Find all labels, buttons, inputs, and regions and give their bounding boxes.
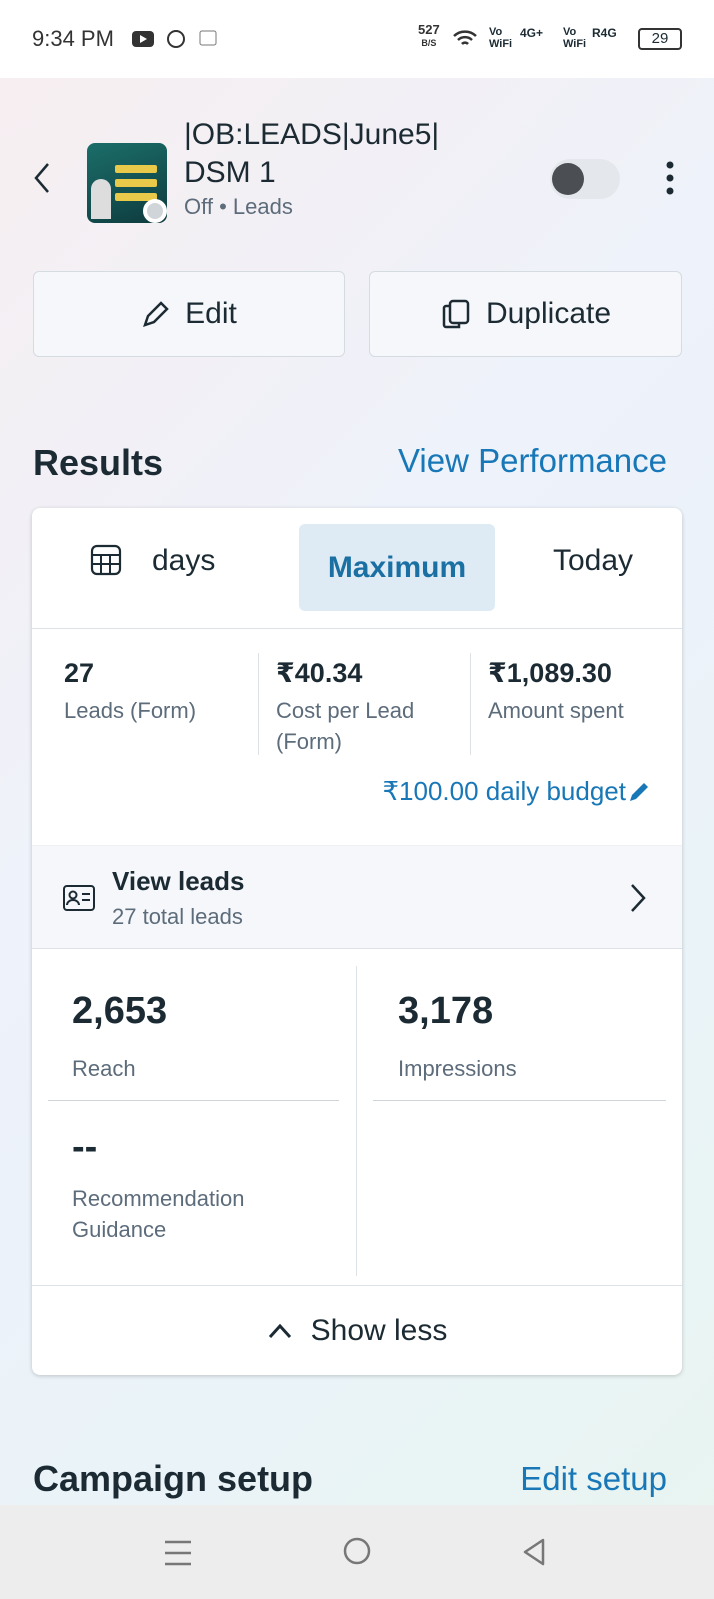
sim1: 4G+ (520, 26, 544, 40)
leads-icon (63, 885, 95, 911)
duplicate-button[interactable]: Duplicate (369, 271, 682, 357)
duplicate-label: Duplicate (485, 297, 612, 330)
metric-label: Cost per Lead (Form) (276, 698, 415, 754)
results-title: Results (33, 442, 164, 483)
campaign-status: Off • Leads (184, 194, 293, 220)
chevron-right (631, 884, 646, 912)
stat-label: Reach (72, 1056, 136, 1081)
metric-value: 27 (64, 658, 95, 688)
edit-label: Edit (185, 297, 237, 330)
budget-text: ₹100.00 daily budget (382, 776, 626, 806)
view-performance-link[interactable]: View Performance (397, 442, 667, 479)
vo: Vo (563, 26, 577, 38)
pencil-icon (143, 301, 169, 327)
tab-maximum[interactable]: Maximum (299, 524, 495, 611)
more-menu[interactable] (662, 160, 678, 196)
duplicate-icon (442, 299, 470, 329)
stat-value: 3,178 (398, 990, 494, 1032)
stat-label: Recommendation Guidance (72, 1186, 245, 1242)
back-button[interactable] (30, 160, 54, 196)
wifi-icon (453, 30, 477, 45)
edit-button[interactable]: Edit (33, 271, 345, 357)
app-icons (132, 30, 217, 48)
status-bar: 9:34 PM 527 B/S Vo WiFi 4G+ Vo WiFi R4G 29 (0, 0, 714, 78)
wifi: WiFi (489, 38, 513, 50)
separator: • (219, 194, 227, 219)
metric-leads: 27 Leads (Form) (64, 658, 244, 726)
sim2: R4G (592, 26, 617, 40)
metric-label: Leads (Form) (64, 698, 197, 723)
results-card: days Maximum Today 27 Leads (Form) ₹40.34… (32, 508, 682, 1375)
view-leads-row[interactable]: View leads 27 total leads (32, 845, 682, 949)
stat-reach: 2,653 Reach (72, 990, 167, 1084)
speed-unit: B/S (421, 38, 437, 48)
edit-setup-link[interactable]: Edit setup (520, 1460, 667, 1497)
battery: 29 (638, 28, 682, 50)
tab-days[interactable]: days (152, 544, 216, 577)
nav-home[interactable] (342, 1536, 372, 1566)
edit-budget-icon (630, 782, 648, 801)
objective: Leads (232, 194, 293, 219)
view-leads-subtitle: 27 total leads (112, 904, 243, 929)
net-speed: 527 B/S (418, 22, 440, 49)
campaign-setup-title: Campaign setup (33, 1458, 314, 1499)
nav-back[interactable] (521, 1537, 547, 1567)
ad-thumbnail (87, 143, 167, 223)
stat-value: 2,653 (72, 990, 168, 1032)
stat-label: Impressions (398, 1056, 517, 1081)
metric-cost-per-lead: ₹40.34 Cost per Lead (Form) (276, 658, 476, 757)
stat-recommendation: -- Recommendation Guidance (72, 1126, 322, 1245)
metric-amount-spent: ₹1,089.30 Amount spent (488, 658, 678, 726)
metric-label: Amount spent (488, 698, 624, 723)
show-less-label: Show less (310, 1313, 448, 1347)
tab-today[interactable]: Today (553, 544, 634, 577)
volte-1: Vo WiFi (489, 26, 512, 50)
speed: 527 (418, 22, 440, 37)
metric-value: ₹40.34 (276, 658, 363, 688)
volte-2: Vo WiFi (563, 26, 586, 50)
toggle-switch[interactable] (550, 159, 620, 199)
wifi: WiFi (563, 38, 587, 50)
time: 9:34 PM (32, 26, 114, 51)
nav-bar (0, 1505, 714, 1599)
daily-budget[interactable]: ₹100.00 daily budget (382, 776, 650, 807)
stat-value: -- (72, 1126, 98, 1168)
nav-menu[interactable] (163, 1539, 193, 1567)
show-less-button[interactable]: Show less (32, 1285, 682, 1375)
calendar-icon (90, 544, 122, 576)
view-leads-title: View leads (112, 866, 245, 896)
chevron-up (268, 1323, 291, 1338)
status: Off (184, 194, 213, 219)
vo: Vo (489, 26, 503, 38)
campaign-title: |OB:LEADS|June5| DSM 1 (184, 118, 440, 189)
stat-impressions: 3,178 Impressions (398, 990, 517, 1084)
metric-value: ₹1,089.30 (488, 658, 612, 688)
